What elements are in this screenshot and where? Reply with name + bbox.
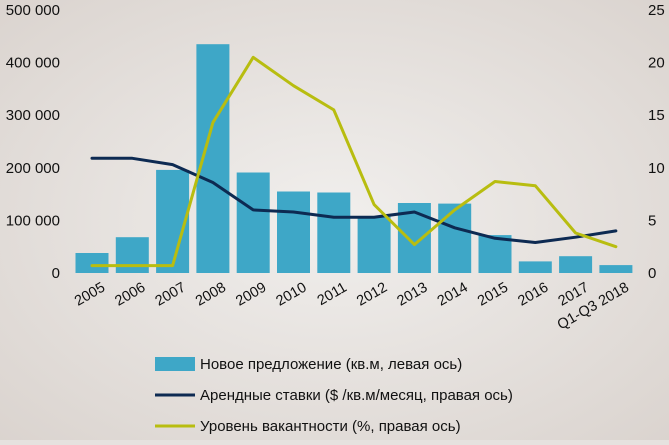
bar-2015 [478,235,512,273]
right-axis-ticks: 0 5 10 15 20 25 [648,2,665,282]
legend-entry-label: Новое предложение (кв.м, левая ось) [200,356,462,373]
left-axis-tick-label: 300 000 [6,107,60,124]
legend-swatch-bar [155,357,195,371]
bar-2012 [357,216,391,273]
bar-q1-q3-2018 [599,265,633,273]
bar-2014 [438,203,472,273]
legend-entry-label: Уровень вакантности (%, правая ось) [200,418,461,435]
bar-2016 [518,261,552,273]
right-axis-tick-label: 25 [648,2,665,19]
bar-2006 [115,237,149,273]
legend: Новое предложение (кв.м, левая ось) Аренд… [155,356,513,435]
right-axis-tick-label: 0 [648,265,656,282]
left-axis-tick-label: 0 [52,265,60,282]
legend-entry-label: Арендные ставки ($ /кв.м/месяц, правая о… [200,387,513,404]
bar-2011 [317,192,351,273]
line-series-group [90,55,618,268]
bar-2010 [277,191,310,273]
right-axis-tick-label: 15 [648,107,665,124]
bar-2005 [75,253,109,273]
right-axis-tick-label: 5 [648,212,656,229]
left-axis-tick-label: 100 000 [6,212,60,229]
right-axis-tick-label: 10 [648,160,665,177]
left-axis-tick-label: 200 000 [6,160,60,177]
vacancy-rate-line [90,55,618,268]
left-axis-ticks: 0 100 000 200 000 300 000 400 000 500 000 [6,2,60,282]
right-axis-tick-label: 20 [648,55,665,72]
left-axis-tick-label: 500 000 [6,2,60,19]
left-axis-tick-label: 400 000 [6,55,60,72]
bar-2009 [236,172,270,273]
rent-rate-line [90,156,618,244]
bar-2017 [559,256,593,273]
